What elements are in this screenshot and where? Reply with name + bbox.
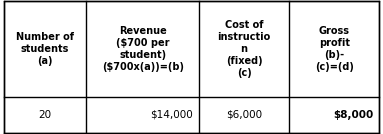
Text: Number of
students
(a): Number of students (a) [16, 32, 74, 66]
Text: $8,000: $8,000 [333, 110, 373, 120]
Text: $6,000: $6,000 [226, 110, 262, 120]
Text: Cost of
instructio
n
(fixed)
(c): Cost of instructio n (fixed) (c) [218, 20, 271, 78]
Text: 20: 20 [39, 110, 52, 120]
Text: Revenue
($700 per
student)
($700x(a))=(b): Revenue ($700 per student) ($700x(a))=(b… [102, 26, 184, 72]
Text: Gross
profit
(b)-
(c)=(d): Gross profit (b)- (c)=(d) [315, 26, 354, 72]
Text: $14,000: $14,000 [151, 110, 193, 120]
